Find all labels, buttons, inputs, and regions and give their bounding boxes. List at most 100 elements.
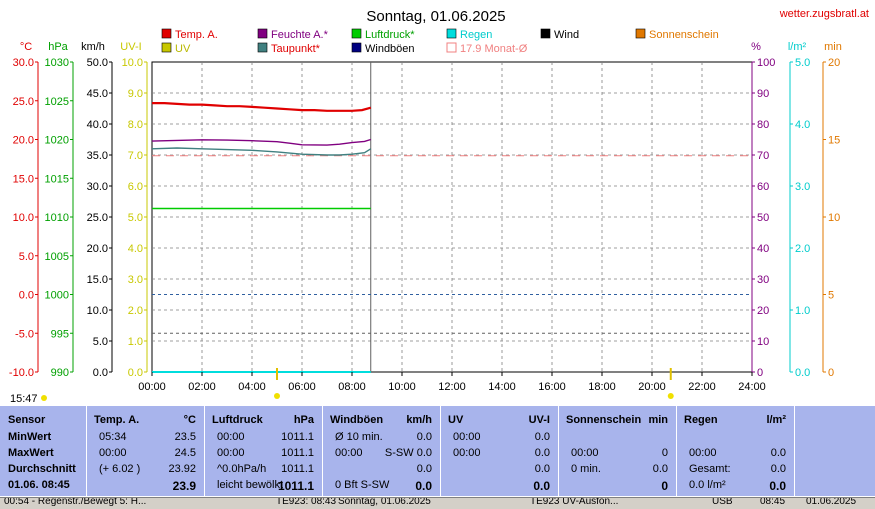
series-lines <box>151 101 372 373</box>
uv-row-label: 00:00 <box>453 447 481 459</box>
tick-label-hpa: 1000 <box>45 290 69 302</box>
col-temp: Temp. A. °C 05:34 23.5 00:00 24.5 (+ 6.02 ) 23.… <box>87 406 205 496</box>
tick-label-temp: 15.0 <box>13 173 34 185</box>
y-axes: 30.025.020.015.010.05.00.0-5.0-10.010301… <box>9 57 840 379</box>
legend-label: Wind <box>554 29 579 41</box>
tick-label-uv: 2.0 <box>128 305 143 317</box>
series-temp-a- <box>152 101 372 112</box>
tick-label-kmh: 0.0 <box>93 367 108 379</box>
sun-row-label: 0 min. <box>571 463 601 475</box>
tick-label-temp: -10.0 <box>9 367 34 379</box>
tick-label-pct: 80 <box>757 119 769 131</box>
sun-unit: min <box>648 414 668 426</box>
x-tick-label: 16:00 <box>538 381 566 393</box>
pressure-row-label: leicht bewölkt <box>217 479 284 491</box>
tick-label-rain: 4.0 <box>795 119 810 131</box>
grid <box>151 61 753 373</box>
rain-row-label: Gesamt: <box>689 463 731 475</box>
legend-swatch <box>446 28 457 39</box>
legend-swatch <box>635 28 646 39</box>
temp-row-value: 23.9 <box>172 479 196 493</box>
temp-row-label: 05:34 <box>99 431 127 443</box>
status-uv: TE923 UV-Ausfon... <box>530 497 619 507</box>
legend-label: Regen <box>460 29 492 41</box>
tick-label-kmh: 40.0 <box>87 119 108 131</box>
col-rain: Regen l/m² 00:00 0.0 Gesamt: 0.0 0.0 l/m² 0.0 <box>677 406 795 496</box>
unit-rain: l/m² <box>788 41 807 53</box>
status-msg: 00:54 - Regenstr./Bewegt 5: H... <box>4 497 147 507</box>
legend-swatch <box>540 28 551 39</box>
tick-label-pct: 30 <box>757 274 769 286</box>
tick-label-rain: 3.0 <box>795 181 810 193</box>
legend: Temp. A. Feuchte A.* Luftdruck* Regen Wind So… <box>161 28 719 55</box>
wind-row-label: Ø 10 min. <box>335 431 383 443</box>
tick-label-rain: 0.0 <box>795 367 810 379</box>
tick-label-hpa: 1020 <box>45 135 69 147</box>
pressure-row-label: 00:00 <box>217 447 245 459</box>
status-station: TE923: 08:43 <box>276 497 337 507</box>
legend-label: Luftdruck* <box>365 29 415 41</box>
status-date-long: Sonntag, 01.06.2025 <box>338 497 431 507</box>
weather-chart: Sonntag, 01.06.2025 wetter.zugsbratl.at … <box>9 8 869 405</box>
sun-icon <box>274 393 280 399</box>
rain-row-label: 0.0 l/m² <box>689 479 726 491</box>
uv-row-value: 0.0 <box>533 479 550 493</box>
sun-row-value: 0.0 <box>652 463 668 475</box>
site-label[interactable]: wetter.zugsbratl.at <box>779 8 869 20</box>
legend-swatch <box>257 42 268 53</box>
wind-row-label: 00:00 <box>335 447 363 459</box>
wind-head: Windböen <box>330 414 384 426</box>
tick-label-uv: 8.0 <box>128 119 143 131</box>
tick-label-uv: 4.0 <box>128 243 143 255</box>
pressure-row-value: 1011.1 <box>281 431 314 443</box>
tick-label-pct: 90 <box>757 88 769 100</box>
uv-head: UV <box>448 414 464 426</box>
x-tick-label: 04:00 <box>238 381 266 393</box>
tick-label-temp: 25.0 <box>13 96 34 108</box>
col-uv: UV UV-I 00:00 0.0 00:00 0.0 0.0 0.0 <box>441 406 559 496</box>
uv-row-value: 0.0 <box>534 447 550 459</box>
x-axis: 00:00 02:00 04:00 06:00 08:00 10:00 12:00 14:00… <box>138 368 766 399</box>
wind-row-value: 0.0 <box>415 479 432 493</box>
legend-swatch <box>161 28 172 39</box>
legend-swatch <box>446 42 457 53</box>
sun-head: Sonnenschein <box>566 414 642 426</box>
unit-kmh: km/h <box>81 41 105 53</box>
legend-label: Windböen <box>365 43 415 55</box>
summary-panel: Sensor MinWert MaxWert Durchschnitt 01.0… <box>0 406 875 496</box>
tick-label-temp: 5.0 <box>19 251 34 263</box>
tick-label-uv: 9.0 <box>128 88 143 100</box>
uv-row-value: 0.0 <box>534 463 550 475</box>
rain-row-value: 0.0 <box>769 479 786 493</box>
pressure-row-label: ^0.0hPa/h <box>217 463 267 475</box>
tick-label-pct: 50 <box>757 212 769 224</box>
reference-lines <box>152 155 752 334</box>
tick-label-temp: 0.0 <box>19 290 34 302</box>
series-taupunkt- <box>151 147 372 156</box>
sensor-max: MaxWert <box>8 447 54 459</box>
unit-hpa: hPa <box>48 41 68 53</box>
temp-row-value: 23.92 <box>168 463 196 475</box>
pressure-row-value: 1011.1 <box>277 479 314 493</box>
unit-uv: UV-I <box>120 41 141 53</box>
tick-label-kmh: 45.0 <box>87 88 108 100</box>
unit-pct: % <box>751 41 761 53</box>
tick-label-temp: 30.0 <box>13 57 34 69</box>
rain-head: Regen <box>684 414 718 426</box>
tick-label-kmh: 50.0 <box>87 57 108 69</box>
x-tick-label: 20:00 <box>638 381 666 393</box>
wind-unit: km/h <box>406 414 432 426</box>
sensor-head: Sensor <box>8 414 46 426</box>
axis-units: °C hPa km/h UV-I % l/m² min <box>20 41 842 53</box>
x-tick-label: 06:00 <box>288 381 316 393</box>
rain-row-label: 00:00 <box>689 447 717 459</box>
tick-label-pct: 20 <box>757 305 769 317</box>
sun-row-value: 0 <box>661 479 668 493</box>
uv-row-label: 00:00 <box>453 431 481 443</box>
legend-label: Sonnenschein <box>649 29 719 41</box>
wind-row-value: 0.0 <box>416 463 432 475</box>
temp-row-value: 23.5 <box>174 431 196 443</box>
tick-label-hpa: 1010 <box>45 212 69 224</box>
x-tick-label: 22:00 <box>688 381 716 393</box>
tick-label-hpa: 1030 <box>45 57 69 69</box>
